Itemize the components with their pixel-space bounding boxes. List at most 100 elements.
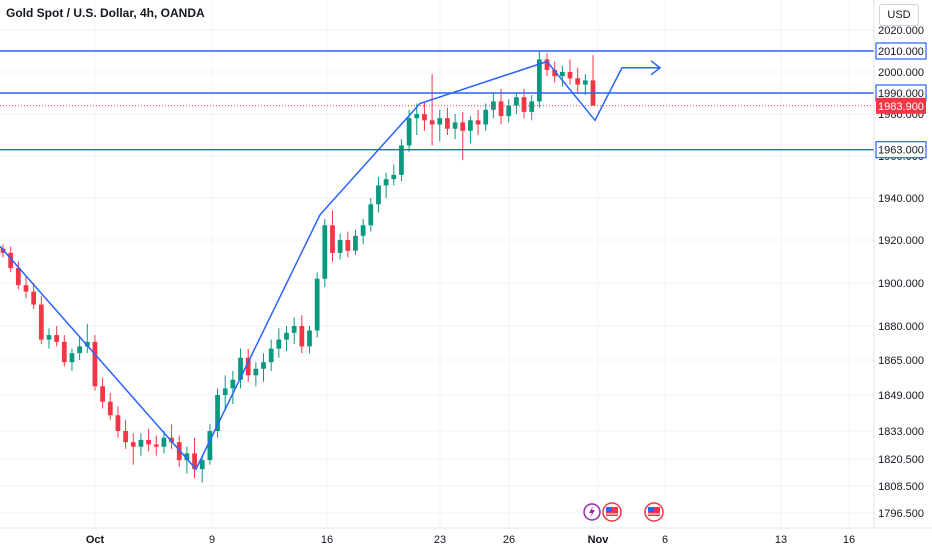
candle-body — [100, 386, 105, 402]
candle-body — [483, 109, 489, 125]
currency-button[interactable]: USD — [879, 4, 919, 26]
candle-body — [8, 252, 14, 268]
x-tick-label: 26 — [503, 534, 515, 546]
y-tick-label: 1920.000 — [878, 235, 924, 247]
candle-body — [559, 72, 565, 77]
candle-body — [468, 120, 473, 131]
candle-body — [345, 240, 351, 251]
candle-body — [184, 453, 190, 461]
price-tags: 2010.000 1990.000 1963.000 1983.900 — [875, 42, 927, 159]
projection-arrowhead — [650, 60, 662, 76]
candle-body — [207, 431, 213, 461]
price-axis[interactable]: 2020.0002000.0001980.0001960.0001940.000… — [878, 25, 924, 520]
candle-body — [391, 174, 397, 180]
x-tick-label: 16 — [321, 534, 333, 546]
candle-body — [138, 439, 144, 447]
candle-body — [276, 339, 282, 349]
y-tick-label: 1940.000 — [878, 193, 924, 205]
candle-body — [54, 335, 60, 342]
candle-body — [368, 204, 374, 226]
candle-body — [307, 330, 312, 347]
candle-body — [582, 80, 588, 85]
candle-body — [268, 348, 274, 363]
candle-body — [422, 114, 427, 121]
candle-body — [575, 78, 581, 85]
candle-body — [452, 122, 458, 129]
candle-body — [406, 118, 412, 146]
time-axis[interactable]: Oct 9 16 23 26 Nov 6 13 16 — [86, 534, 855, 546]
candle-body — [544, 59, 550, 70]
candle-body — [475, 120, 481, 125]
candle-body — [414, 114, 420, 119]
candle-body — [498, 101, 504, 117]
y-tick-label: 1833.000 — [878, 426, 924, 438]
candle-body — [521, 97, 527, 112]
candle-body — [506, 105, 512, 117]
x-tick-label: 13 — [775, 534, 787, 546]
candle-body — [23, 285, 29, 292]
x-tick-label: Oct — [86, 534, 105, 546]
us-flag-canton — [606, 507, 612, 512]
level-price-tag-label: 1990.000 — [878, 88, 924, 100]
candle-body — [445, 118, 450, 129]
y-tick-label: 1820.500 — [878, 454, 924, 466]
level-price-tag — [875, 141, 927, 159]
y-tick-label: 1880.000 — [878, 321, 924, 333]
grid-layer — [0, 0, 874, 528]
candle-body — [230, 379, 236, 389]
candle-body — [529, 101, 535, 112]
candle-body — [314, 278, 320, 331]
candle-body — [107, 401, 113, 416]
candle-body — [61, 341, 67, 363]
candle-body — [383, 179, 389, 186]
candle-body — [123, 431, 128, 443]
candle-body — [222, 388, 228, 395]
y-tick-label: 1900.000 — [878, 278, 924, 290]
candle-body — [46, 335, 52, 340]
candle-body — [299, 326, 305, 347]
candle-body — [115, 415, 121, 431]
candle-body — [399, 145, 404, 175]
candle-body — [153, 444, 159, 447]
candle-body — [77, 346, 82, 354]
candle-body — [330, 225, 335, 253]
level-price-tag-label: 2010.000 — [878, 46, 924, 58]
y-tick-label: 2000.000 — [878, 67, 924, 79]
candle-body — [536, 59, 542, 102]
economic-events[interactable] — [583, 502, 664, 522]
candle-body — [376, 185, 381, 205]
candle-body — [567, 72, 573, 79]
candle-body — [84, 341, 90, 347]
candle-body — [284, 332, 289, 340]
candle-body — [238, 357, 243, 380]
x-tick-label: 9 — [209, 534, 215, 546]
candle-body — [92, 341, 98, 387]
candle-body — [15, 267, 21, 286]
candle-body — [429, 120, 435, 125]
y-tick-label: 2020.000 — [878, 25, 924, 37]
candle-body — [337, 240, 343, 253]
candle-body — [169, 437, 174, 443]
candle-body — [552, 69, 558, 77]
x-tick-label: 23 — [434, 534, 446, 546]
candle-body — [69, 353, 75, 363]
candle-body — [360, 225, 366, 236]
level-price-tag — [875, 42, 927, 60]
levels-layer — [0, 50, 874, 151]
candle-body — [437, 118, 443, 125]
lightning-bolt-glyph — [589, 506, 595, 518]
x-tick-label: 16 — [843, 534, 855, 546]
projection-path[interactable] — [0, 60, 660, 471]
x-tick-label: 6 — [662, 534, 668, 546]
candle-body — [291, 326, 297, 333]
y-tick-label: 1796.500 — [878, 508, 924, 520]
current-price-tag — [876, 97, 926, 114]
candle-body — [261, 362, 266, 369]
candle-body — [514, 97, 519, 106]
candle-body — [460, 122, 466, 131]
candle-body — [253, 368, 259, 376]
y-tick-label: 1865.000 — [878, 355, 924, 367]
y-tick-label: 1849.000 — [878, 390, 924, 402]
chart-title: Gold Spot / U.S. Dollar, 4h, OANDA — [6, 6, 205, 20]
